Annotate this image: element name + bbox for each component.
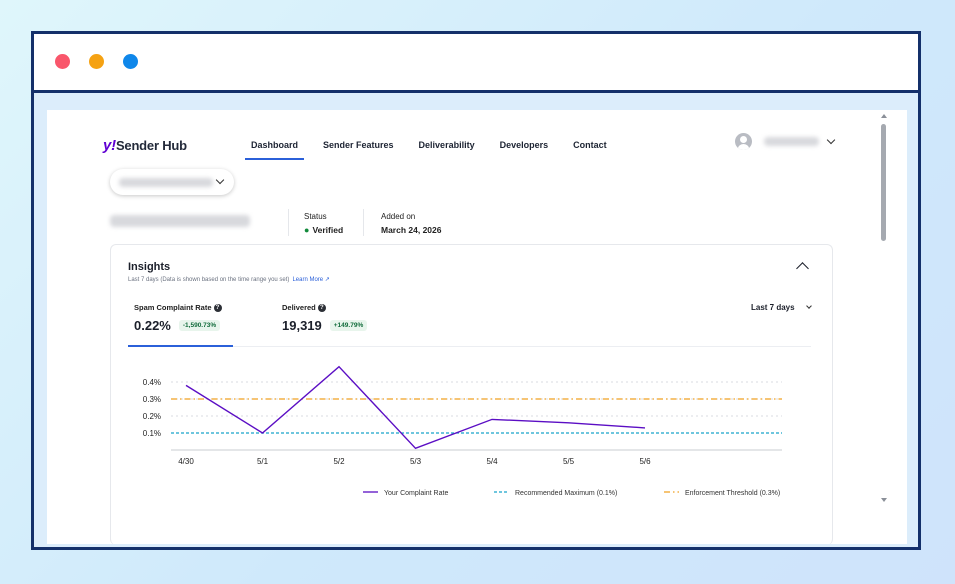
- series-line: [185, 365, 646, 450]
- metric-label: Spam Complaint Rate?: [134, 303, 222, 313]
- sender-hub-logo[interactable]: y!Sender Hub: [103, 137, 187, 154]
- vertical-scrollbar[interactable]: [877, 113, 891, 513]
- insights-title: Insights: [128, 261, 171, 273]
- collapse-chevron-up-icon[interactable]: [796, 262, 809, 275]
- x-tick-label: 5/6: [639, 457, 651, 466]
- x-tick-label: 5/4: [486, 457, 498, 466]
- window-titlebar: [34, 34, 918, 93]
- browser-window: y!Sender Hub Dashboard Sender Features D…: [31, 31, 921, 550]
- chevron-down-icon: [826, 135, 836, 144]
- metric-label-text: Spam Complaint Rate: [134, 303, 212, 312]
- legend-label: Recommended Maximum (0.1%): [515, 490, 617, 497]
- time-range-dropdown[interactable]: Last 7 days: [751, 303, 812, 312]
- nav-developers[interactable]: Developers: [499, 140, 549, 150]
- metric-label: Delivered?: [282, 303, 367, 313]
- nav-deliverability[interactable]: Deliverability: [418, 140, 475, 150]
- status-value: Verified: [312, 225, 344, 235]
- window-content: y!Sender Hub Dashboard Sender Features D…: [34, 93, 918, 547]
- status-label: Status: [304, 212, 327, 221]
- insights-subtitle-text: Last 7 days (Data is shown based on the …: [128, 277, 290, 283]
- help-icon[interactable]: ?: [213, 304, 222, 313]
- chevron-down-icon: [805, 303, 812, 309]
- nav-sender-features[interactable]: Sender Features: [323, 140, 394, 150]
- scroll-down-arrow-icon[interactable]: [881, 498, 887, 502]
- learn-more-link[interactable]: Learn More ↗: [292, 277, 329, 283]
- y-tick-label: 0.3%: [143, 395, 161, 404]
- user-avatar-icon: [735, 133, 752, 150]
- legend-label: Enforcement Threshold (0.3%): [685, 490, 780, 497]
- domain-name-redacted: [119, 178, 213, 187]
- main-nav: Dashboard Sender Features Deliverability…: [245, 140, 626, 160]
- status-dot-icon: ●: [304, 225, 310, 235]
- change-badge: +149.79%: [329, 320, 368, 332]
- divider: [363, 209, 364, 236]
- divider: [288, 209, 289, 236]
- scroll-up-arrow-icon[interactable]: [881, 114, 887, 118]
- status-badge: ● Verified: [304, 225, 343, 235]
- user-name-redacted: [764, 137, 819, 146]
- time-range-value: Last 7 days: [751, 303, 795, 312]
- added-on-value: March 24, 2026: [381, 225, 442, 235]
- x-tick-label: 5/2: [333, 457, 345, 466]
- help-icon[interactable]: ?: [317, 304, 326, 313]
- complaint-rate-chart: 0.4% 0.3% 0.2% 0.1% 4/30 5/1 5/2 5/3 5/4 5/5 5/6 Yo…: [143, 365, 782, 497]
- active-metric-indicator: [128, 345, 233, 347]
- metric-value-text: 19,319: [282, 318, 322, 334]
- domain-selector[interactable]: [110, 169, 234, 195]
- metric-value: 19,319 +149.79%: [282, 318, 368, 334]
- y-tick-label: 0.2%: [143, 412, 161, 421]
- x-tick-label: 4/30: [178, 457, 194, 466]
- metric-value-text: 0.22%: [134, 318, 171, 334]
- y-tick-label: 0.1%: [143, 429, 161, 438]
- nav-dashboard[interactable]: Dashboard: [245, 140, 305, 160]
- user-menu[interactable]: [735, 133, 836, 150]
- legend-label: Your Complaint Rate: [384, 490, 448, 497]
- added-on-label: Added on: [381, 212, 416, 221]
- maximize-window-button[interactable]: [123, 54, 138, 69]
- insights-card: Insights Last 7 days (Data is shown base…: [110, 244, 833, 544]
- x-tick-label: 5/3: [410, 457, 422, 466]
- y-tick-label: 0.4%: [143, 378, 161, 387]
- insights-subtitle: Last 7 days (Data is shown based on the …: [128, 276, 330, 283]
- metric-delivered[interactable]: Delivered? 19,319 +149.79%: [282, 303, 368, 334]
- learn-more-text: Learn More: [292, 277, 324, 283]
- chevron-down-icon: [215, 175, 225, 185]
- scrollbar-thumb[interactable]: [881, 124, 886, 241]
- sender-email-redacted: [110, 215, 250, 227]
- yahoo-logo-mark: y!: [103, 137, 116, 154]
- x-tick-label: 5/5: [563, 457, 575, 466]
- sender-hub-page: y!Sender Hub Dashboard Sender Features D…: [47, 110, 907, 544]
- metric-spam-complaint-rate[interactable]: Spam Complaint Rate? 0.22% -1,590.73%: [134, 303, 222, 333]
- close-window-button[interactable]: [55, 54, 70, 69]
- minimize-window-button[interactable]: [89, 54, 104, 69]
- change-badge: -1,590.73%: [178, 320, 221, 332]
- logo-text: Sender Hub: [115, 138, 187, 153]
- metric-value: 0.22% -1,590.73%: [134, 318, 222, 333]
- x-tick-label: 5/1: [257, 457, 269, 466]
- metric-tabs-divider: [128, 346, 811, 347]
- external-link-icon: ↗: [324, 277, 330, 283]
- metric-label-text: Delivered: [282, 303, 316, 312]
- nav-contact[interactable]: Contact: [573, 140, 607, 150]
